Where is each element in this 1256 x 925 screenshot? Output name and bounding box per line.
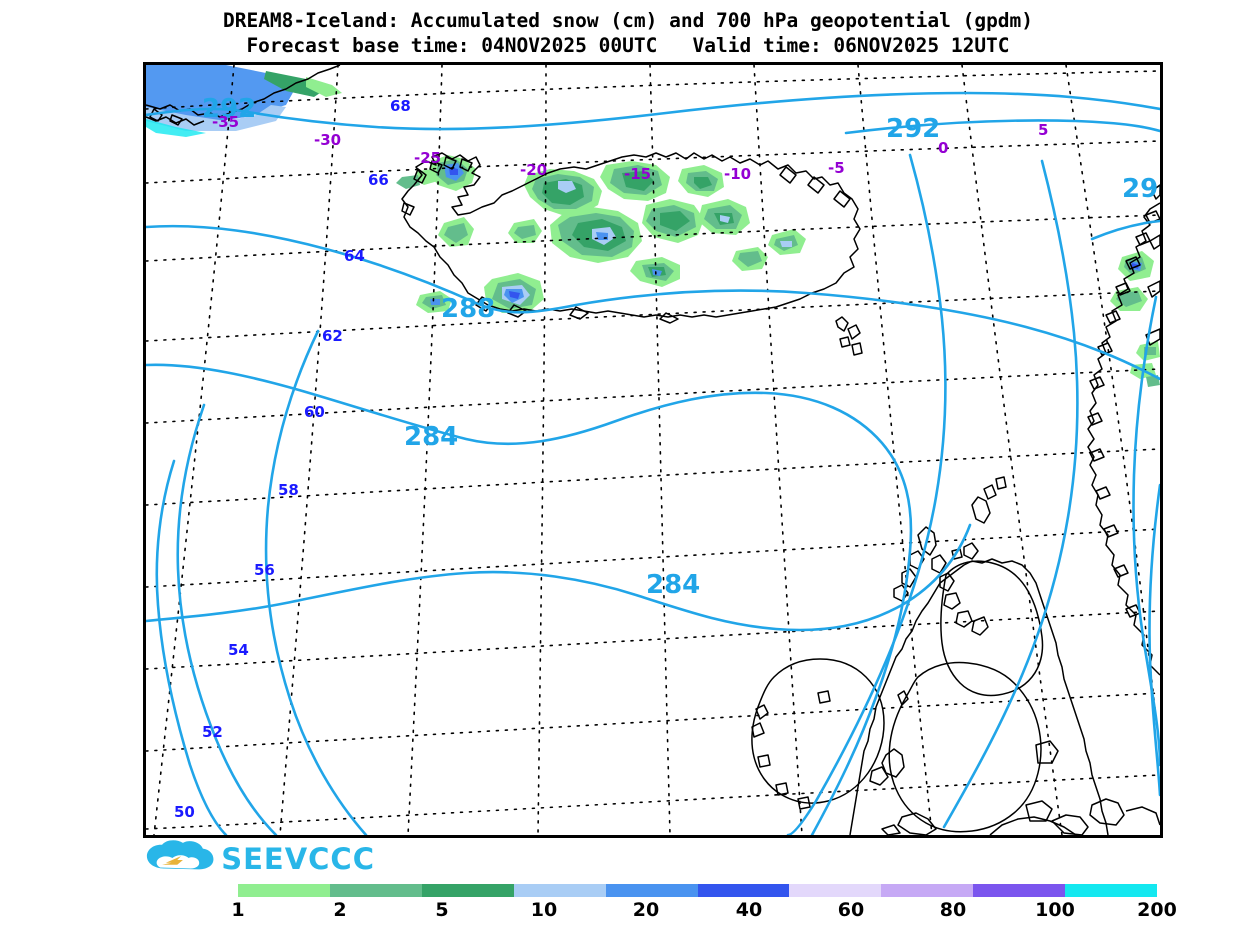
colorbar-label-200: 200 (1137, 899, 1177, 921)
colorbar-segment-9 (1065, 884, 1158, 897)
lat-label-62: 62 (322, 327, 343, 345)
lat-label-52: 52 (202, 723, 223, 741)
colorbar-label-100: 100 (1035, 899, 1075, 921)
coastline-layer (146, 65, 1160, 835)
contour-288 (146, 224, 1160, 381)
geopotential-contour-layer (146, 91, 1160, 835)
graticule-grid (146, 65, 1160, 835)
colorbar-label-1: 1 (231, 899, 245, 921)
lat-label-66: 66 (368, 171, 389, 189)
lon-label-m25: -25 (414, 149, 441, 167)
colorbar-segment-1 (329, 884, 422, 897)
colorbar-segment-7 (881, 884, 974, 897)
map-frame: 292 292 296 288 284 284 68 66 64 62 60 5… (143, 62, 1163, 838)
seevccc-logo: SEEVCCC (145, 838, 375, 880)
lon-label-0: 0 (938, 139, 948, 157)
lon-label-m20: -20 (520, 161, 547, 179)
contour-label-284-a: 284 (404, 422, 458, 452)
contour-284-upper (146, 363, 913, 835)
contour-label-292-left: 292 (202, 94, 256, 124)
colorbar-label-10: 10 (530, 899, 558, 921)
colorbar-label-5: 5 (435, 899, 449, 921)
colorbar-segment-2 (421, 884, 514, 897)
colorbar-segment-0 (238, 884, 330, 897)
forecast-time-subtitle: Forecast base time: 04NOV2025 00UTC Vali… (246, 34, 1010, 57)
lon-label-m5: -5 (828, 159, 845, 177)
lon-label-m10: -10 (724, 165, 751, 183)
contour-label-292-right: 292 (886, 114, 940, 144)
lon-label-5: 5 (1038, 121, 1048, 139)
cloud-icon (146, 840, 214, 870)
page-title: DREAM8-Iceland: Accumulated snow (cm) an… (222, 9, 1034, 32)
colorbar-label-40: 40 (735, 899, 763, 921)
lat-label-60: 60 (304, 403, 325, 421)
lat-label-64: 64 (344, 247, 365, 265)
lon-label-m35: -35 (212, 113, 239, 131)
contour-label-296: 296 (1122, 174, 1160, 204)
contour-label-288: 288 (441, 294, 495, 324)
lat-label-68: 68 (390, 97, 411, 115)
colorbar-label-20: 20 (632, 899, 660, 921)
lat-label-56: 56 (254, 561, 275, 579)
colorbar-strip (238, 884, 1158, 897)
colorbar-segment-8 (973, 884, 1066, 897)
contour-label-layer: 292 292 296 288 284 284 (202, 94, 1160, 600)
contour-296 (1090, 219, 1160, 241)
colorbar-label-80: 80 (939, 899, 967, 921)
colorbar: 1 2 5 10 20 40 60 80 100 200 (231, 884, 1177, 921)
lon-label-m30: -30 (314, 131, 341, 149)
longitude-label-layer: -35 -30 -25 -20 -15 -10 -5 0 5 (212, 113, 1048, 183)
colorbar-label-2: 2 (333, 899, 347, 921)
colorbar-segment-6 (789, 884, 882, 897)
lon-label-m15: -15 (624, 165, 651, 183)
lat-label-58: 58 (278, 481, 299, 499)
lat-label-54: 54 (228, 641, 249, 659)
colorbar-segment-3 (513, 884, 606, 897)
contour-284-lower (146, 523, 972, 632)
logo-text: SEEVCCC (221, 842, 375, 876)
colorbar-segment-5 (697, 884, 790, 897)
contour-label-284-b: 284 (646, 570, 700, 600)
colorbar-segment-4 (605, 884, 698, 897)
lat-label-50: 50 (174, 803, 195, 821)
colorbar-label-60: 60 (837, 899, 865, 921)
contour-292-north (146, 91, 1160, 131)
colorbar-labels: 1 2 5 10 20 40 60 80 100 200 (231, 897, 1176, 921)
title-block: DREAM8-Iceland: Accumulated snow (cm) an… (0, 8, 1256, 58)
weather-map[interactable]: 292 292 296 288 284 284 68 66 64 62 60 5… (146, 65, 1160, 835)
latitude-label-layer: 68 66 64 62 60 58 56 54 52 50 (174, 97, 411, 821)
